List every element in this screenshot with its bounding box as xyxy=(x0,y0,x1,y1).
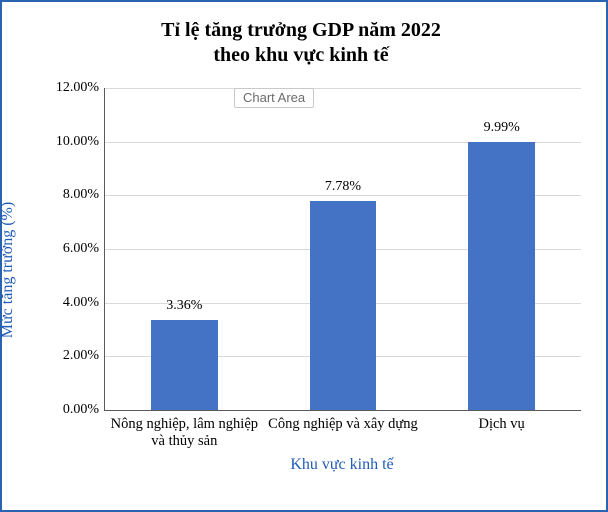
y-tick-label: 12.00% xyxy=(56,80,105,96)
chart-frame: Tỉ lệ tăng trưởng GDP năm 2022 theo khu … xyxy=(0,0,608,512)
x-tick-label: Công nghiệp và xây dựng xyxy=(267,410,419,433)
y-tick-label: 2.00% xyxy=(63,348,105,364)
y-tick-label: 4.00% xyxy=(63,295,105,311)
y-axis-label: Mức tăng trưởng (%) xyxy=(0,202,17,338)
plot-area: 0.00%2.00%4.00%6.00%8.00%10.00%12.00%3.3… xyxy=(104,88,581,411)
bar-value-label: 3.36% xyxy=(166,298,202,320)
y-tick-label: 8.00% xyxy=(63,187,105,203)
x-tick-label: Dịch vụ xyxy=(426,410,578,433)
title-line-1: Tỉ lệ tăng trưởng GDP năm 2022 xyxy=(161,19,441,41)
chart-title: Tỉ lệ tăng trưởng GDP năm 2022 theo khu … xyxy=(14,18,588,68)
x-tick-label: Nông nghiệp, lâm nghiệp và thủy sản xyxy=(108,410,260,451)
y-tick-label: 10.00% xyxy=(56,134,105,150)
title-line-2: theo khu vực kinh tế xyxy=(213,44,388,66)
y-tick-label: 6.00% xyxy=(63,241,105,257)
bar: 7.78% xyxy=(310,201,377,410)
bar-value-label: 9.99% xyxy=(484,120,520,142)
bar-value-label: 7.78% xyxy=(325,179,361,201)
chart-area: Mức tăng trưởng (%) 0.00%2.00%4.00%6.00%… xyxy=(14,74,588,466)
chart-area-selector-button[interactable]: Chart Area xyxy=(234,88,314,108)
x-axis-label: Khu vực kinh tế xyxy=(104,456,580,474)
bar: 3.36% xyxy=(151,320,218,410)
y-tick-label: 0.00% xyxy=(63,402,105,418)
bar: 9.99% xyxy=(468,142,535,410)
grid-line xyxy=(105,88,581,89)
